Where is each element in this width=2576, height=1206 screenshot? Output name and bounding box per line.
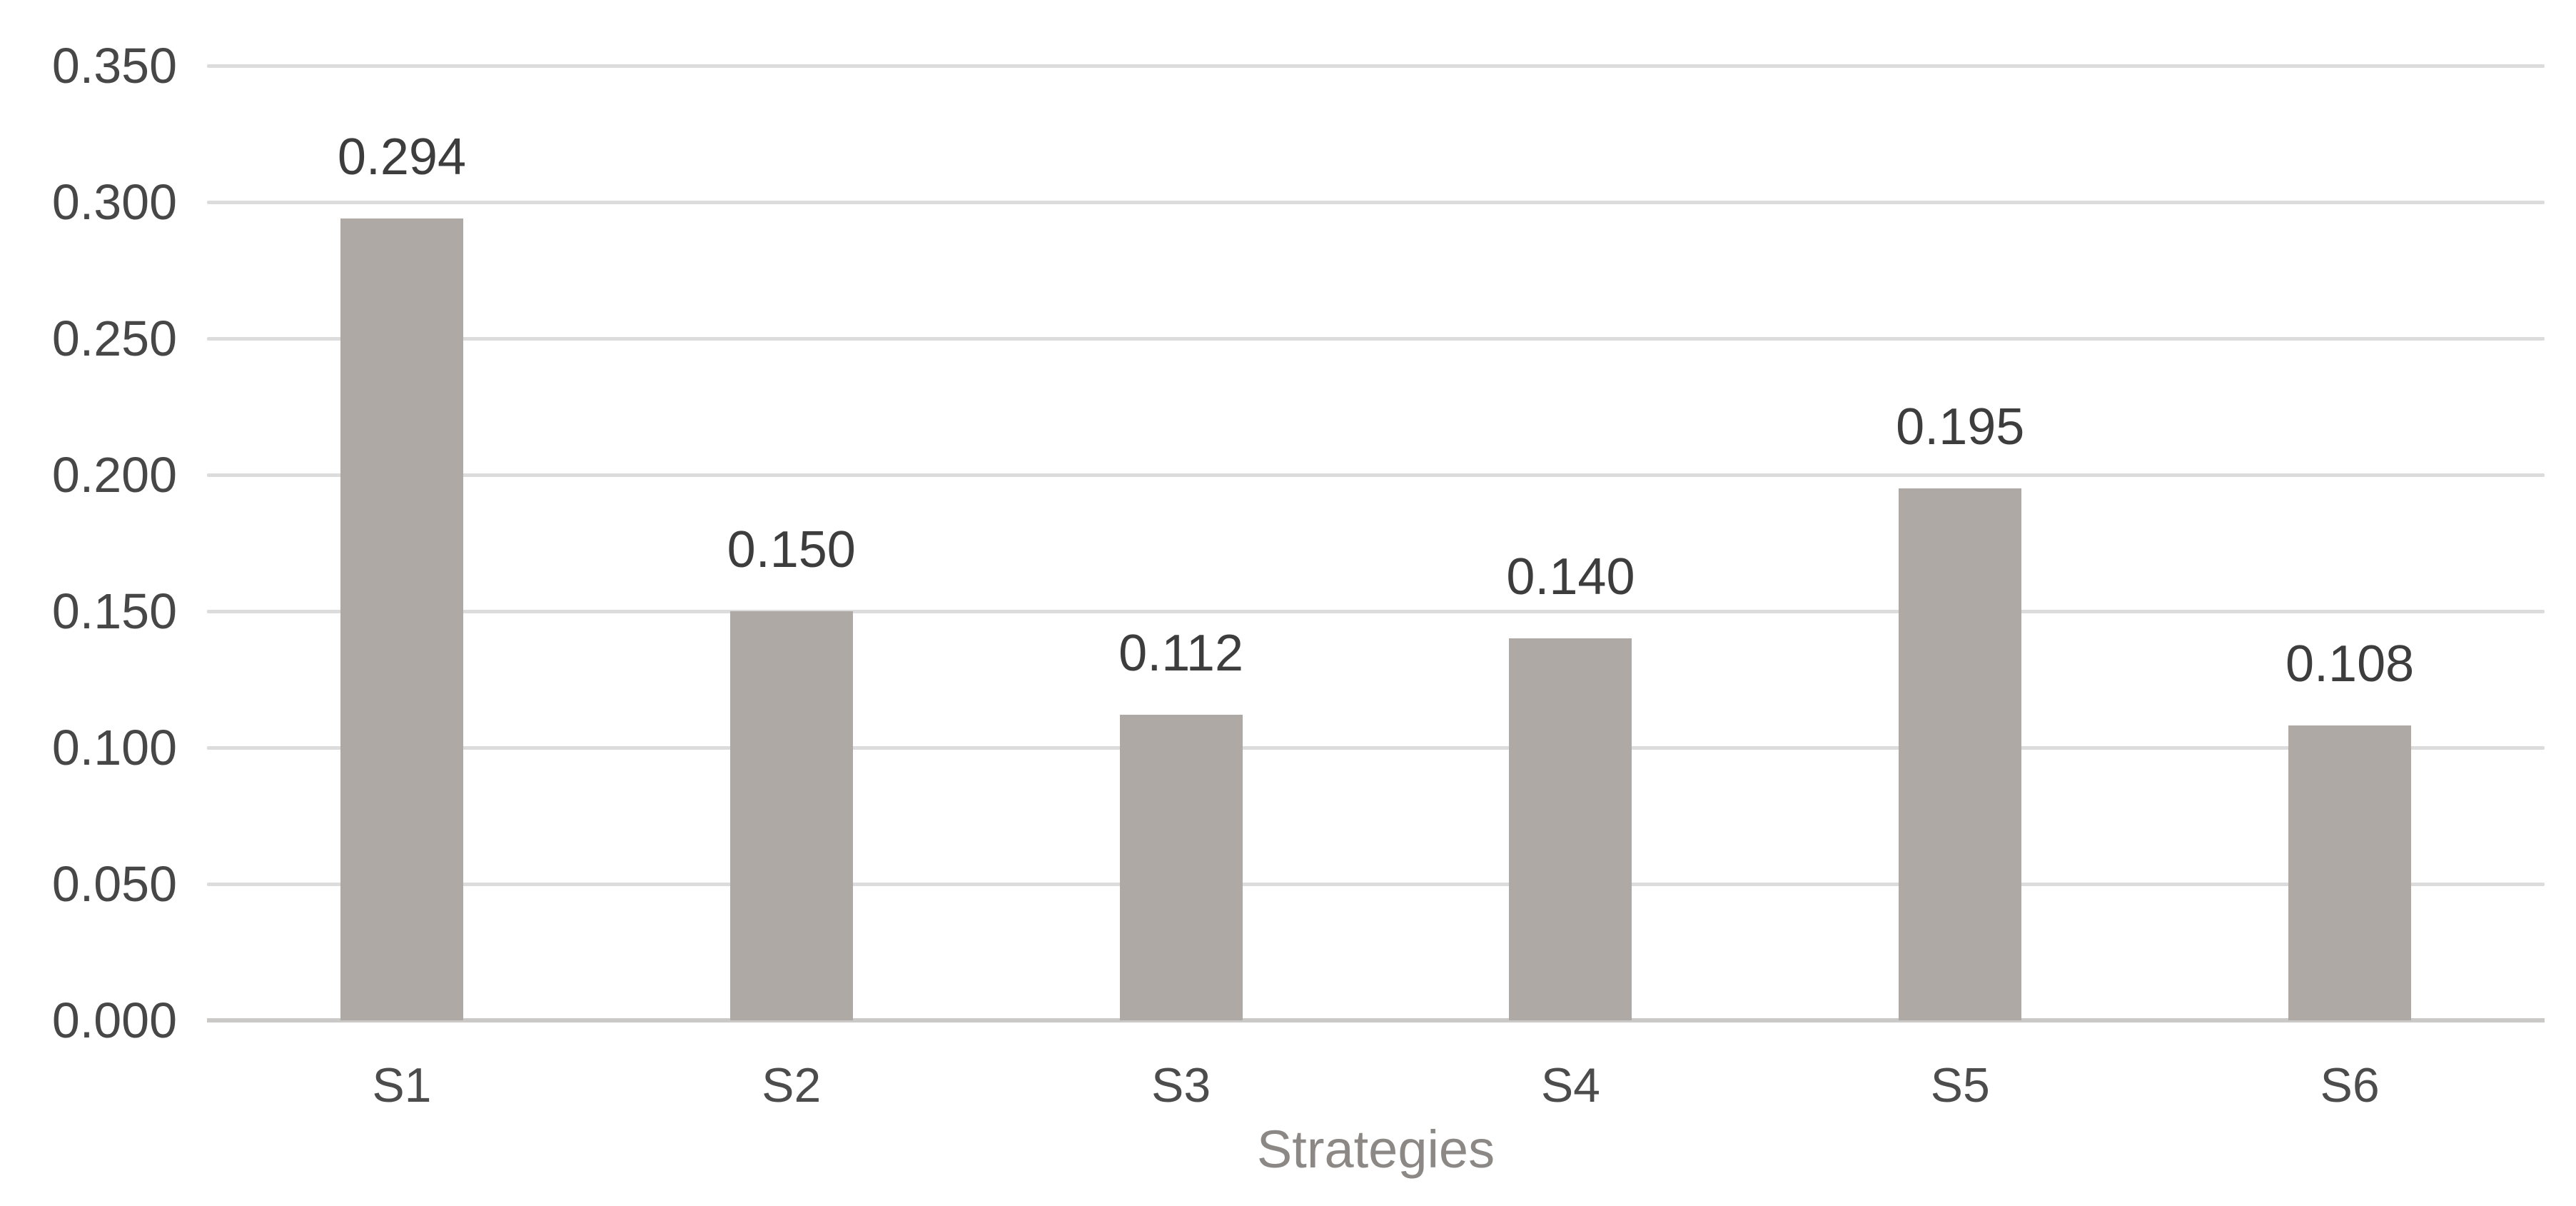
y-gridline [207, 746, 2545, 750]
x-category-label: S4 [1540, 1058, 1600, 1112]
x-category-label: S1 [372, 1058, 432, 1112]
y-gridline [207, 610, 2545, 613]
x-category-label: S5 [1930, 1058, 1990, 1112]
y-tick-label: 0.050 [51, 856, 177, 912]
x-axis-title: Strategies [1256, 1120, 1495, 1179]
y-tick-label: 0.300 [51, 174, 177, 230]
bar-s2 [729, 611, 853, 1020]
x-category-label: S3 [1151, 1058, 1211, 1112]
bar-value-label: 0.140 [1506, 548, 1635, 606]
y-tick-label: 0.150 [51, 583, 177, 639]
y-gridline [207, 64, 2545, 68]
bar-value-label: 0.108 [2285, 635, 2415, 693]
bar-s3 [1119, 715, 1243, 1020]
y-tick-label: 0.100 [51, 720, 177, 775]
bar-s1 [340, 218, 463, 1020]
y-gridline [207, 883, 2545, 886]
y-tick-label: 0.200 [51, 447, 177, 503]
y-tick-label: 0.000 [51, 993, 177, 1048]
x-category-label: S6 [2320, 1058, 2380, 1112]
y-gridline [207, 201, 2545, 204]
bar-value-label: 0.294 [337, 128, 466, 186]
x-category-label: S2 [762, 1058, 822, 1112]
y-gridline [207, 473, 2545, 477]
y-tick-label: 0.250 [51, 311, 177, 366]
bar-s5 [1899, 488, 2022, 1020]
x-axis-line [207, 1018, 2545, 1022]
bar-value-label: 0.195 [1896, 398, 2025, 456]
bar-s4 [1509, 638, 1632, 1020]
y-gridline [207, 337, 2545, 341]
bar-value-label: 0.112 [1118, 625, 1243, 683]
bar-value-label: 0.150 [727, 521, 856, 578]
bar-s6 [2288, 725, 2412, 1020]
y-tick-label: 0.350 [51, 38, 177, 94]
